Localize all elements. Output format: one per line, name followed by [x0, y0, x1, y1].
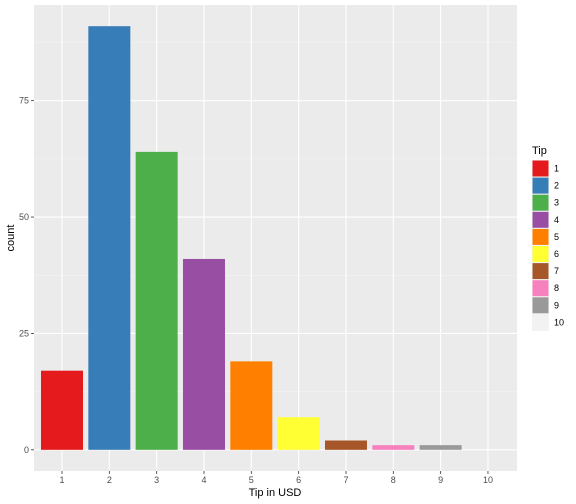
x-tick-label: 6 [296, 475, 301, 485]
bar-9 [419, 445, 462, 450]
x-tick-label: 8 [391, 475, 396, 485]
y-tick-label: 50 [19, 212, 29, 222]
x-tick-label: 3 [154, 475, 159, 485]
bar-4 [182, 258, 225, 450]
bar-7 [324, 440, 367, 450]
legend-label-4: 4 [554, 215, 559, 225]
legend-key-7 [532, 263, 549, 280]
y-axis-title: count [5, 225, 17, 252]
legend-label-8: 8 [554, 283, 559, 293]
bar-8 [372, 445, 415, 450]
x-tick-label: 1 [59, 475, 64, 485]
bar-6 [277, 417, 320, 450]
x-tick-label: 10 [483, 475, 493, 485]
x-axis: 1 2 3 4 5 6 7 8 9 10 [59, 471, 493, 485]
bars [41, 26, 462, 450]
x-tick-label: 9 [438, 475, 443, 485]
y-tick-label: 0 [24, 445, 29, 455]
legend-key-9 [532, 297, 549, 314]
legend-key-2 [532, 177, 549, 194]
legend-label-10: 10 [554, 317, 564, 327]
x-tick-label: 4 [201, 475, 206, 485]
legend-items: 1 2 3 4 5 6 7 8 9 10 [532, 160, 564, 331]
bar-2 [88, 26, 131, 450]
bar-3 [135, 151, 178, 450]
x-tick-label: 7 [343, 475, 348, 485]
bar-5 [230, 361, 273, 450]
legend: Tip 1 2 3 4 5 6 7 8 9 10 [532, 145, 564, 331]
legend-label-2: 2 [554, 181, 559, 191]
x-tick-label: 5 [249, 475, 254, 485]
bar-1 [41, 370, 83, 450]
legend-label-5: 5 [554, 232, 559, 242]
legend-label-7: 7 [554, 266, 559, 276]
legend-title: Tip [532, 145, 547, 157]
x-tick-label: 2 [107, 475, 112, 485]
x-axis-title: Tip in USD [249, 487, 302, 499]
legend-label-1: 1 [554, 164, 559, 174]
legend-label-9: 9 [554, 300, 559, 310]
y-tick-label: 25 [19, 328, 29, 338]
legend-key-6 [532, 246, 549, 262]
legend-key-4 [532, 211, 549, 228]
y-tick-label: 75 [19, 96, 29, 106]
legend-key-5 [532, 228, 549, 245]
legend-key-10 [532, 314, 549, 331]
legend-key-8 [532, 280, 549, 297]
legend-label-6: 6 [554, 249, 559, 259]
legend-label-3: 3 [554, 198, 559, 208]
legend-key-1 [532, 160, 549, 177]
legend-key-3 [532, 194, 549, 211]
y-axis: 0 25 50 75 [19, 96, 34, 455]
